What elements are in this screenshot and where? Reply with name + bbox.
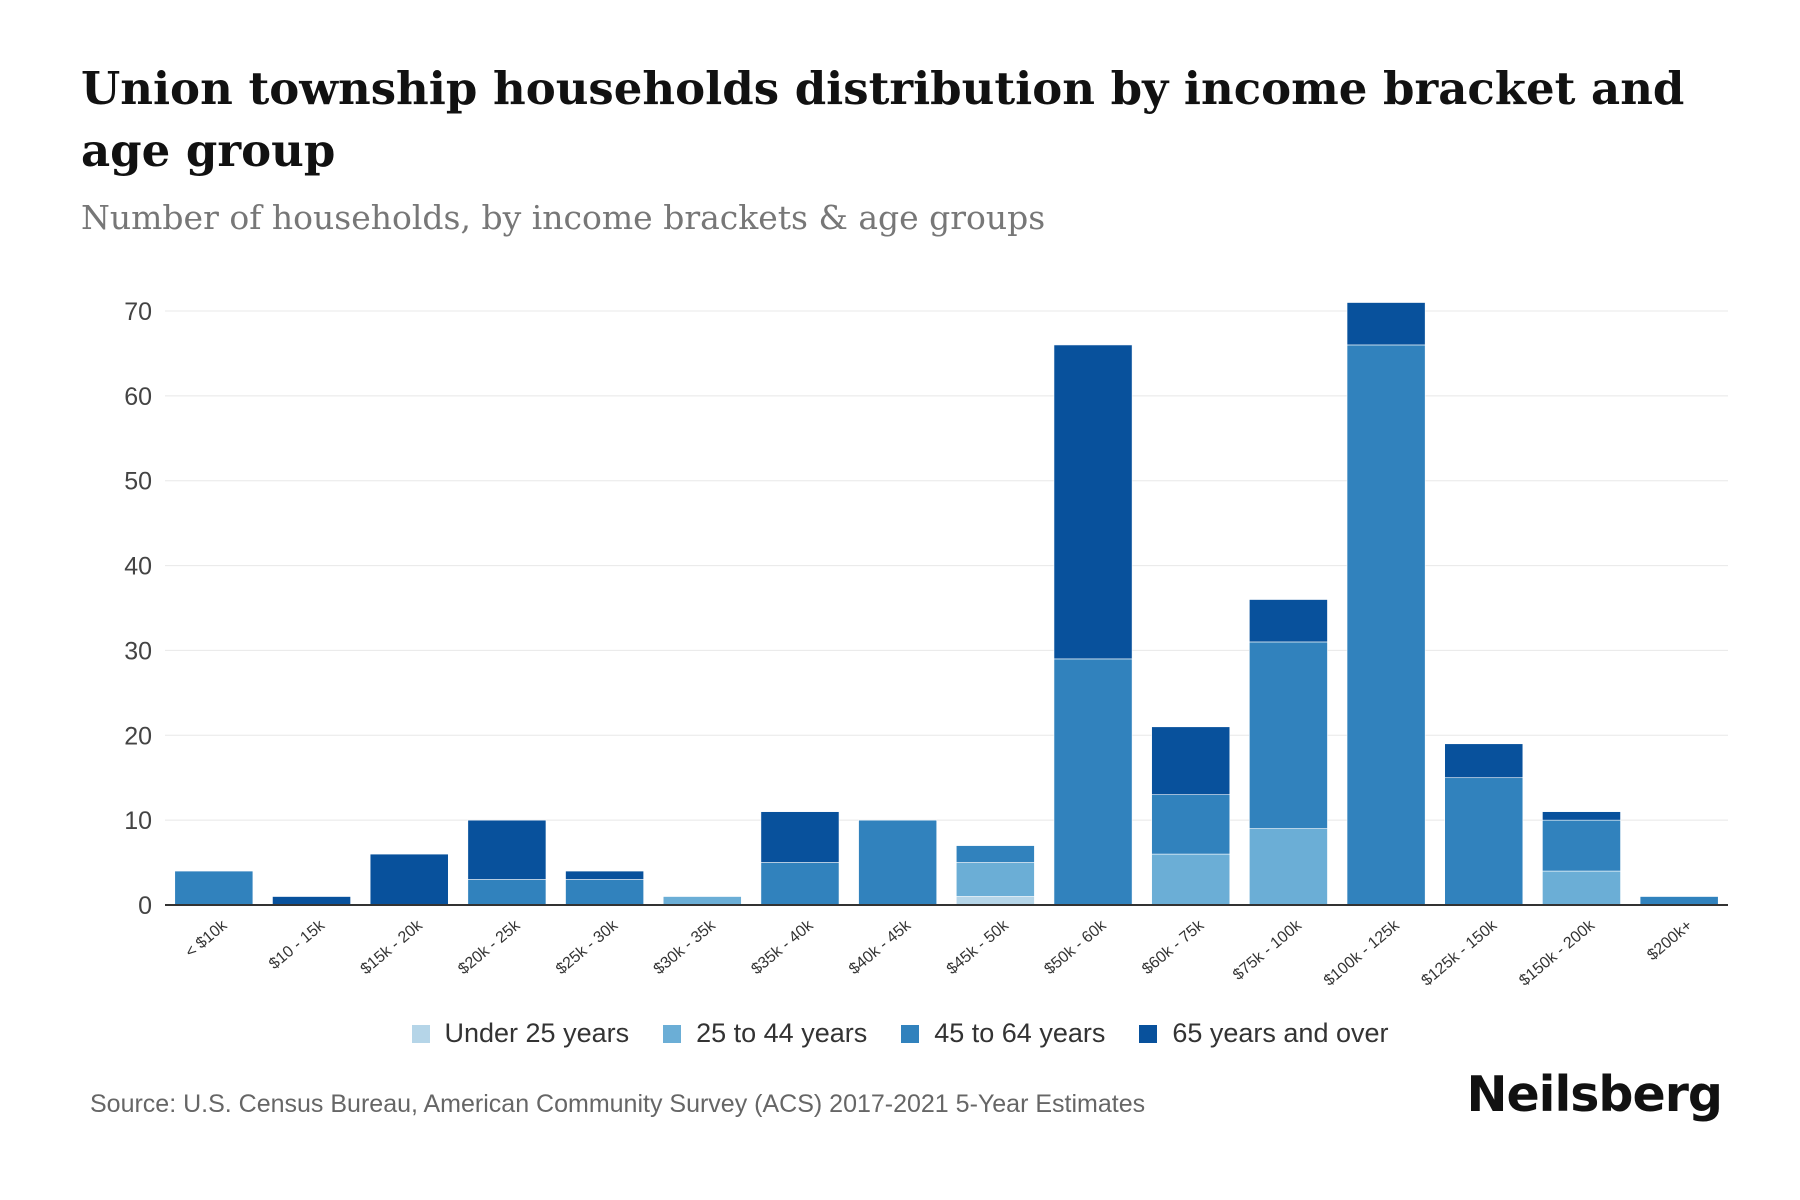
x-tick-label: $25k - 30k [553, 916, 622, 978]
legend-swatch [901, 1024, 920, 1043]
bar-segment [1053, 344, 1133, 660]
bar-segment [1053, 658, 1133, 906]
bar-segment [1249, 599, 1328, 643]
bar-segment [1542, 811, 1621, 821]
legend-swatch [663, 1024, 682, 1043]
legend: Under 25 years 25 to 44 years 45 to 64 yea… [0, 1018, 1800, 1049]
bar-segments [174, 302, 1719, 906]
legend-label: 45 to 64 years [934, 1018, 1106, 1048]
legend-item: Under 25 years [411, 1018, 630, 1049]
bar-segment [369, 853, 449, 906]
x-tick-label: $20k - 25k [455, 916, 524, 978]
x-tick-label: $100k - 125k [1321, 916, 1404, 989]
x-tick-label: $75k - 100k [1230, 916, 1306, 983]
y-tick-label: 70 [124, 298, 152, 326]
y-tick-label: 60 [124, 383, 152, 411]
bar-segment [955, 896, 1035, 906]
chart-subtitle: Number of households, by income brackets… [81, 198, 1046, 237]
x-tick-label: $15k - 20k [358, 916, 427, 978]
bar-segment [1444, 743, 1524, 779]
bar-segment [662, 896, 742, 906]
legend-label: Under 25 years [444, 1018, 630, 1048]
x-tick-label: $45k - 50k [944, 916, 1013, 978]
bar-segment [1542, 870, 1621, 906]
bar-segment [272, 896, 351, 906]
bar-segment [1249, 828, 1328, 906]
x-tick-label: $40k - 45k [846, 916, 915, 978]
bar-segment [1444, 777, 1524, 906]
bar-segment [1542, 819, 1621, 872]
x-tick-label: $200k+ [1644, 917, 1695, 964]
y-tick-label: 30 [124, 637, 152, 665]
bar-segment [467, 819, 547, 880]
y-tick-label: 40 [124, 553, 152, 581]
y-tick-label: 0 [138, 892, 152, 920]
source-note: Source: U.S. Census Bureau, American Com… [90, 1090, 1146, 1118]
legend-label: 25 to 44 years [696, 1018, 868, 1048]
bar-segment [955, 862, 1035, 897]
brand-logo: Neilsberg [1466, 1066, 1723, 1123]
x-tick-label: $60k - 75k [1139, 916, 1208, 978]
legend-item: 45 to 64 years [901, 1018, 1105, 1049]
y-tick-label: 20 [124, 722, 152, 750]
legend-swatch [1139, 1024, 1158, 1043]
y-tick-label: 10 [124, 807, 152, 835]
legend-label: 65 years and over [1172, 1018, 1389, 1048]
x-tick-label: $35k - 40k [748, 916, 817, 978]
y-axis-ticks: 0 10 20 30 40 50 60 70 [124, 298, 152, 920]
bar-segment [565, 879, 644, 906]
bar-segment [467, 879, 547, 906]
legend-item: 25 to 44 years [663, 1018, 867, 1049]
x-tick-label: $50k - 60k [1041, 916, 1110, 978]
bar-segment [1249, 641, 1328, 829]
stacked-bar-chart: 0 10 20 30 40 50 60 70 < $10k $10 - 15k $15k - 20… [124, 298, 1728, 990]
x-tick-label: $30k - 35k [651, 916, 720, 978]
x-tick-label: $125k - 150k [1419, 916, 1502, 989]
bar-segment [760, 862, 840, 906]
bar-segment [565, 870, 644, 880]
bar-segment [955, 845, 1035, 863]
chart-title: Union township households distribution b… [81, 62, 1685, 177]
bar-segment [1346, 344, 1426, 906]
bar-segment [1639, 896, 1719, 906]
x-axis-ticks: < $10k $10 - 15k $15k - 20k $20k - 25k $25k … [182, 916, 1695, 989]
x-tick-label: $150k - 200k [1516, 916, 1599, 989]
bar-segment [1151, 726, 1231, 795]
bar-segment [858, 819, 938, 906]
x-tick-label: < $10k [182, 916, 231, 961]
y-tick-label: 50 [124, 468, 152, 496]
legend-swatch [411, 1024, 430, 1043]
bar-segment [174, 870, 254, 906]
bar-segment [1151, 853, 1231, 906]
bar-segment [1346, 302, 1426, 346]
legend-item: 65 years and over [1139, 1018, 1389, 1049]
bar-segment [760, 811, 840, 863]
x-tick-label: $10 - 15k [266, 916, 329, 973]
bar-segment [1151, 794, 1231, 855]
